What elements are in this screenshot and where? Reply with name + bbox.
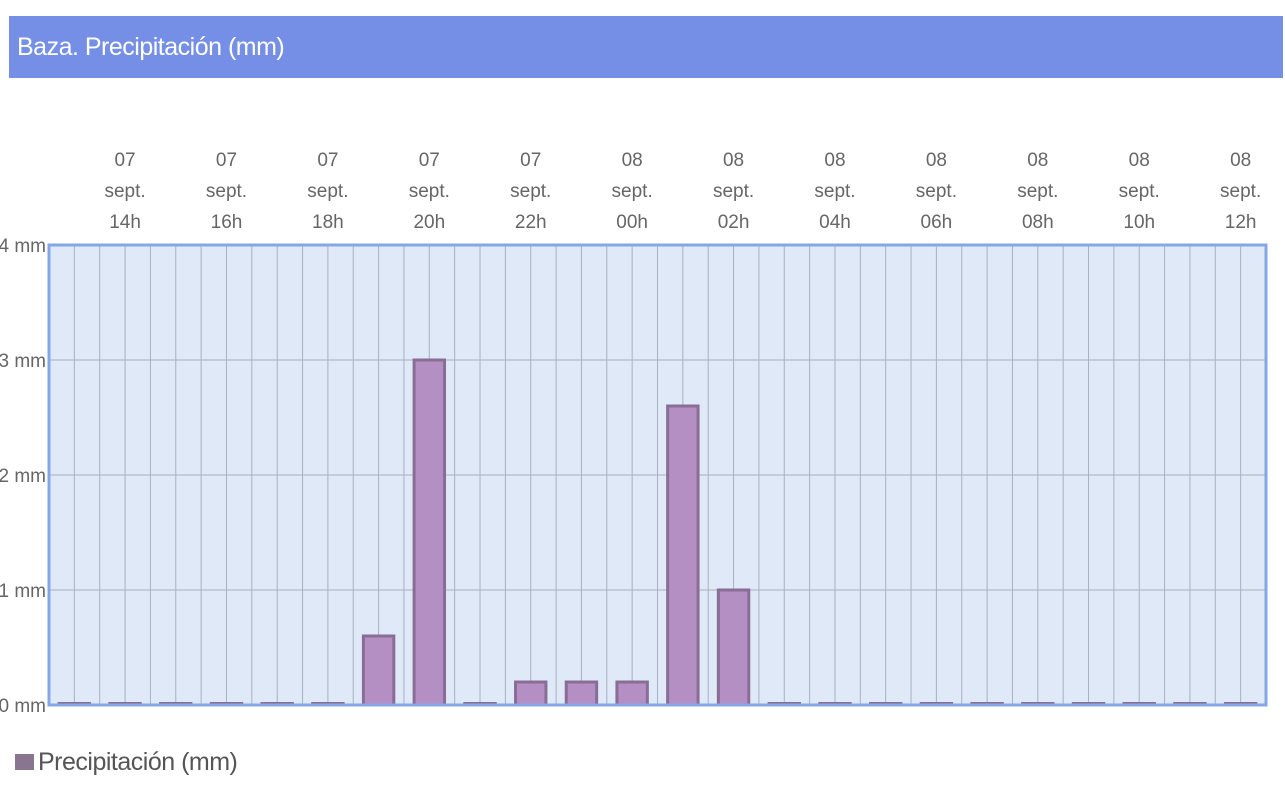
x-tick-label: 18h xyxy=(312,212,344,233)
x-tick-label: 07 xyxy=(419,150,440,171)
x-tick-label: 10h xyxy=(1123,212,1155,233)
x-tick-label: sept. xyxy=(409,181,450,202)
bar xyxy=(666,404,700,707)
bars xyxy=(57,358,1258,707)
bar xyxy=(514,680,548,707)
x-tick-label: sept. xyxy=(206,181,247,202)
legend-swatch xyxy=(15,754,34,770)
x-tick-label: sept. xyxy=(1119,181,1160,202)
bar xyxy=(412,358,447,707)
x-tick-label: sept. xyxy=(814,181,855,202)
x-tick-label: 08 xyxy=(926,150,947,171)
y-tick-label: 3 mm xyxy=(0,351,46,372)
legend-label: Precipitación (mm) xyxy=(38,747,238,776)
x-tick-label: 00h xyxy=(616,212,648,233)
x-tick-label: 04h xyxy=(819,212,851,233)
y-tick-label: 4 mm xyxy=(0,236,46,257)
x-tick-label: sept. xyxy=(916,181,957,202)
x-tick-label: sept. xyxy=(1017,181,1058,202)
y-axis-ticks: 0 mm 1 mm 2 mm 3 mm 4 mm xyxy=(0,236,46,717)
x-tick-label: 08 xyxy=(1230,150,1251,171)
x-tick-label: 07 xyxy=(216,150,237,171)
chart-title-bar: Baza. Precipitación (mm) xyxy=(9,16,1283,78)
x-tick-label: 12h xyxy=(1225,212,1257,233)
x-tick-label: 08 xyxy=(824,150,845,171)
x-tick-label: 08 xyxy=(622,150,643,171)
x-tick-label: 02h xyxy=(718,212,750,233)
plot-border xyxy=(47,243,1268,707)
x-tick-label: 08 xyxy=(1129,150,1150,171)
x-tick-label: 07 xyxy=(317,150,338,171)
bar xyxy=(615,680,649,707)
x-tick-label: 20h xyxy=(413,212,445,233)
x-tick-label: 14h xyxy=(109,212,141,233)
x-tick-label: 07 xyxy=(520,150,541,171)
bar xyxy=(361,634,396,707)
x-tick-label: 08h xyxy=(1022,212,1054,233)
x-tick-label: 08 xyxy=(723,150,744,171)
x-tick-label: sept. xyxy=(510,181,551,202)
x-tick-label: 06h xyxy=(921,212,953,233)
bar xyxy=(564,680,599,707)
x-tick-label: sept. xyxy=(713,181,754,202)
bar xyxy=(716,588,751,707)
x-tick-label: sept. xyxy=(104,181,145,202)
x-axis-ticks: 07 sept. 14h 07 sept. 16h 07 sept. 18h 07 sept. 20h… xyxy=(104,150,1261,233)
chart-title: Baza. Precipitación (mm) xyxy=(17,33,285,61)
legend[interactable]: Precipitación (mm) xyxy=(15,744,238,780)
x-tick-label: sept. xyxy=(1220,181,1261,202)
y-tick-label: 1 mm xyxy=(0,581,46,602)
y-tick-label: 2 mm xyxy=(0,466,46,487)
y-tick-label: 0 mm xyxy=(0,696,46,717)
x-tick-label: sept. xyxy=(612,181,653,202)
x-tick-label: 07 xyxy=(114,150,135,171)
x-tick-label: 22h xyxy=(515,212,547,233)
x-tick-label: 08 xyxy=(1027,150,1048,171)
x-tick-label: sept. xyxy=(307,181,348,202)
x-tick-label: 16h xyxy=(211,212,243,233)
